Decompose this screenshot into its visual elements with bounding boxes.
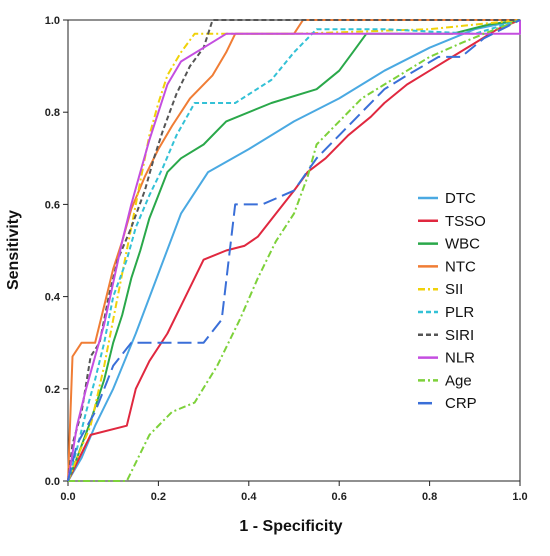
y-axis-label: Sensitivity: [5, 210, 22, 290]
y-tick-label: 0.0: [45, 476, 60, 488]
plot-area: 0.0 0.2 0.4 0.6 0.8 1.0 0.0 0.2 0.4 0.6 0.8 1.0: [45, 15, 528, 503]
legend-label-crp: CRP: [445, 395, 477, 412]
series-line-tsso: [67, 19, 521, 482]
legend-label-age: Age: [445, 372, 472, 389]
legend-label-sii: SII: [445, 281, 463, 298]
y-tick-label: 0.4: [45, 292, 61, 304]
legend-label-dtc: DTC: [445, 190, 476, 207]
legend-label-siri: SIRI: [445, 327, 474, 344]
y-tick-label: 0.2: [45, 384, 60, 396]
legend: DTC TSSO WBC NTC SII PLR SIRI NLR Age CRP: [418, 190, 486, 412]
series-line-plr: [67, 19, 521, 482]
x-tick-label: 0.6: [332, 491, 347, 503]
x-tick-label: 0.0: [60, 491, 75, 503]
series-line-age: [68, 19, 521, 482]
y-tick-label: 1.0: [45, 15, 60, 27]
x-tick-label: 0.2: [151, 491, 166, 503]
x-tick-label: 1.0: [512, 491, 527, 503]
y-tick-label: 0.8: [45, 107, 60, 119]
x-tick-label: 0.8: [422, 491, 437, 503]
series-line-siri: [67, 19, 520, 482]
legend-label-plr: PLR: [445, 304, 474, 321]
legend-label-tsso: TSSO: [445, 213, 486, 230]
x-axis-label: 1 - Specificity: [239, 518, 342, 535]
series-line-nlr: [67, 20, 521, 482]
legend-label-nlr: NLR: [445, 350, 475, 367]
y-tick-label: 0.6: [45, 199, 60, 211]
x-tick-label: 0.4: [241, 491, 257, 503]
series-line-crp: [67, 19, 521, 482]
legend-label-wbc: WBC: [445, 236, 480, 253]
series-line-dtc: [67, 19, 521, 482]
legend-label-ntc: NTC: [445, 258, 476, 275]
